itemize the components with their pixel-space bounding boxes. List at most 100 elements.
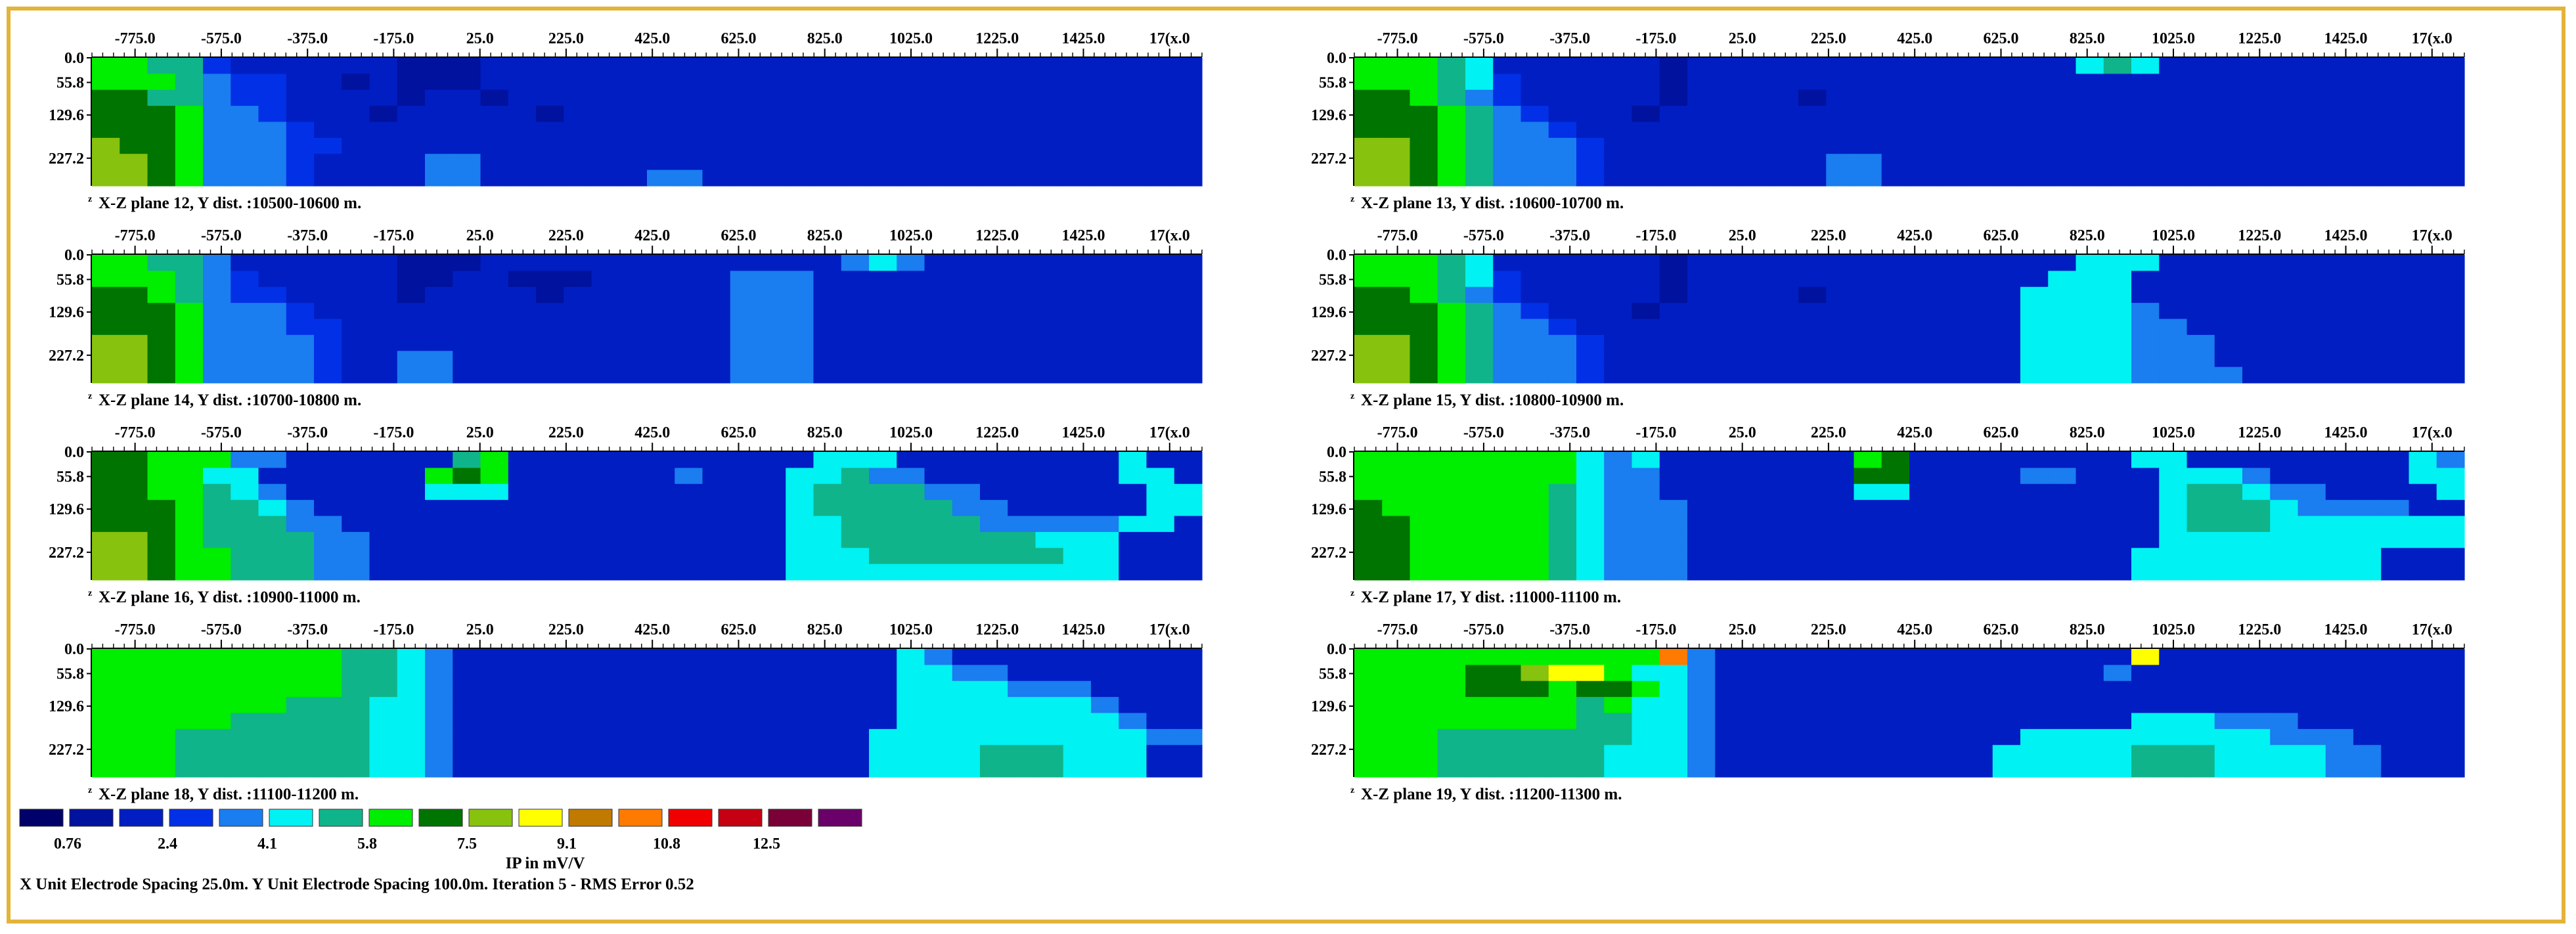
section-cell (397, 728, 426, 745)
section-cell (1119, 106, 1147, 123)
legend-tick-label: 9.1 (557, 835, 577, 853)
section-cell (897, 468, 925, 485)
section-cell (536, 169, 564, 187)
section-cell (924, 761, 953, 778)
section-cell (2103, 564, 2132, 581)
section-cell (813, 303, 842, 320)
section-cell (647, 665, 675, 682)
section-cell (1437, 367, 1466, 384)
section-cell (758, 334, 786, 351)
section-cell (2353, 745, 2382, 762)
section-cell (1354, 452, 1383, 468)
section-cell (647, 137, 675, 154)
section-cell (1826, 452, 1855, 468)
section-cell (564, 500, 592, 517)
section-cell (453, 137, 481, 154)
section-cell (2103, 728, 2132, 745)
section-cell (1410, 122, 1438, 139)
section-cell (647, 564, 675, 581)
section-cell (480, 516, 509, 533)
section-cell (1687, 665, 1716, 682)
section-cell (425, 665, 453, 682)
section-cell (1826, 286, 1855, 303)
section-cell (1493, 649, 1522, 665)
section-cell (2214, 649, 2243, 665)
section-cell (647, 286, 675, 303)
section-cell (647, 761, 675, 778)
section-cell (369, 74, 398, 91)
section-cell (2159, 548, 2188, 565)
section-cell (619, 548, 648, 565)
section-cell (425, 680, 453, 698)
section-cell (286, 680, 315, 698)
section-cell (1937, 665, 1966, 682)
section-cell (1008, 271, 1036, 288)
section-cell (1146, 713, 1175, 730)
section-cell (2242, 58, 2271, 74)
section-cell (924, 649, 953, 665)
section-cell (1604, 137, 1633, 154)
section-cell (1410, 680, 1438, 698)
section-cell (2436, 500, 2465, 517)
section-cell (1063, 745, 1092, 762)
section-cell (147, 548, 176, 565)
section-cell (1687, 351, 1716, 368)
legend-tick-label: 2.4 (158, 835, 177, 853)
section-cell (1604, 697, 1633, 714)
x-tick-label: 17(x.0 (1149, 424, 1190, 441)
section-cell (647, 531, 675, 548)
section-cell (147, 452, 176, 468)
section-cell (508, 680, 537, 698)
section-cell (480, 334, 509, 351)
section-cell (1008, 564, 1036, 581)
section-cell (1937, 367, 1966, 384)
section-cell (1493, 516, 1522, 533)
section-cell (1743, 483, 1771, 500)
section-cell (1632, 122, 1660, 139)
section-cell (564, 286, 592, 303)
section-cell (702, 351, 731, 368)
section-cell (1659, 319, 1688, 336)
section-cell (730, 303, 759, 320)
section-cell (2242, 516, 2271, 533)
x-tick-label: -575.0 (1463, 30, 1504, 47)
section-cell (258, 516, 287, 533)
section-cell (1354, 334, 1383, 351)
section-cell (1798, 728, 1827, 745)
section-cell (1826, 169, 1855, 187)
section-cell (1035, 169, 1064, 187)
section-cell (480, 286, 509, 303)
section-cell (286, 697, 315, 714)
section-cell (675, 649, 703, 665)
section-cell (758, 169, 786, 187)
section-cell (841, 154, 870, 171)
x-tick-label: 25.0 (1729, 30, 1756, 47)
section-cell (869, 713, 897, 730)
x-tick-label: -575.0 (201, 424, 242, 441)
section-cell (1354, 122, 1383, 139)
section-cell (2270, 122, 2299, 139)
section-cell (1174, 286, 1203, 303)
section-cell (980, 564, 1008, 581)
section-cell (2159, 665, 2188, 682)
section-cell (231, 665, 259, 682)
section-cell (1382, 169, 1411, 187)
section-cell (92, 122, 120, 139)
x-tick-label: 1425.0 (2324, 621, 2368, 638)
section-cell (952, 58, 981, 74)
section-cell (2187, 122, 2215, 139)
section-cell (869, 74, 897, 91)
section-cell (120, 286, 148, 303)
section-cell (1770, 137, 1799, 154)
section-cell (813, 58, 842, 74)
section-cell (175, 122, 204, 139)
section-cell (813, 548, 842, 565)
section-cell (952, 516, 981, 533)
section-cell (1798, 137, 1827, 154)
section-cell (342, 468, 370, 485)
z-tick-label: 129.6 (49, 501, 84, 518)
section-cell (425, 58, 453, 74)
section-cell (2048, 483, 2077, 500)
section-cell (120, 452, 148, 468)
